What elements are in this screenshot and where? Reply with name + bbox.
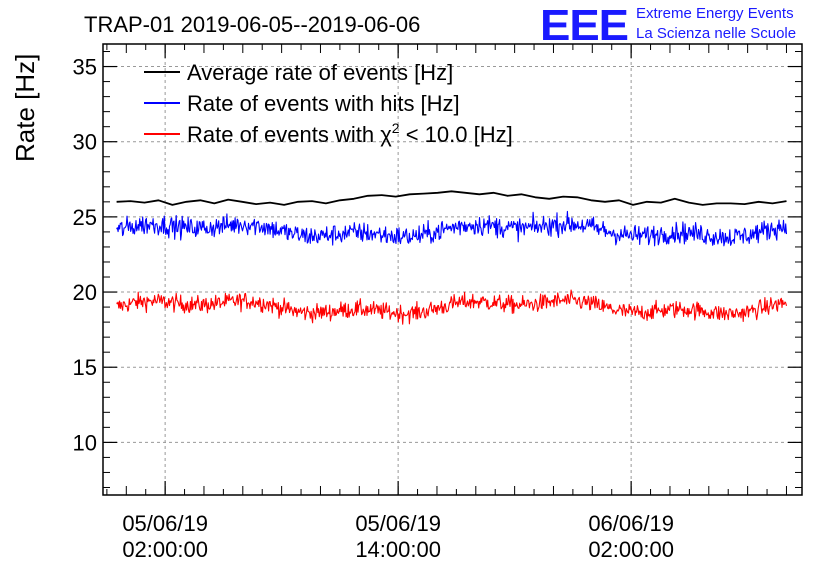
legend-label-chi2: Rate of events with χ2 < 10.0 [Hz] [187,120,513,147]
x-tick-time: 02:00:00 [122,537,208,562]
y-axis-label: Rate [Hz] [10,54,40,162]
x-tick-date: 06/06/19 [588,511,674,536]
series-line-hits [116,210,788,247]
legend-chi2-symbol: χ [380,122,392,147]
series-line-average [116,190,787,206]
chart-title: TRAP-01 2019-06-05--2019-06-06 [84,12,420,37]
y-tick-label: 15 [73,355,97,380]
y-tick-label: 35 [73,55,97,80]
logo-mark: EEE [540,1,628,50]
legend-chi2-prefix: Rate of events with [187,122,380,147]
x-tick-date: 05/06/19 [355,511,441,536]
logo-line-1: Extreme Energy Events [636,5,794,22]
logo-line-2: La Scienza nelle Scuole [636,25,796,42]
legend-label-hits: Rate of events with hits [Hz] [187,91,460,116]
x-axis-ticks: 05/06/1902:00:0005/06/1914:00:0006/06/19… [106,44,787,562]
grid-lines [103,44,802,495]
y-axis-ticks: 10 15 20 25 30 35 [73,51,802,488]
legend: Average rate of events [Hz] Rate of even… [144,60,513,147]
x-tick-time: 02:00:00 [588,537,674,562]
y-tick-label: 25 [73,205,97,230]
y-tick-label: 30 [73,130,97,155]
x-tick-date: 05/06/19 [122,511,208,536]
legend-chi2-exponent: 2 [392,120,400,136]
series-line-chi2 [116,289,788,325]
eee-logo: EEE Extreme Energy Events La Scienza nel… [540,1,796,50]
legend-chi2-suffix: < 10.0 [Hz] [400,122,513,147]
legend-label-average: Average rate of events [Hz] [187,60,453,85]
series-group [116,190,788,325]
plot-frame [102,43,803,496]
x-tick-time: 14:00:00 [355,537,441,562]
y-tick-label: 20 [73,280,97,305]
y-tick-label: 10 [73,430,97,455]
